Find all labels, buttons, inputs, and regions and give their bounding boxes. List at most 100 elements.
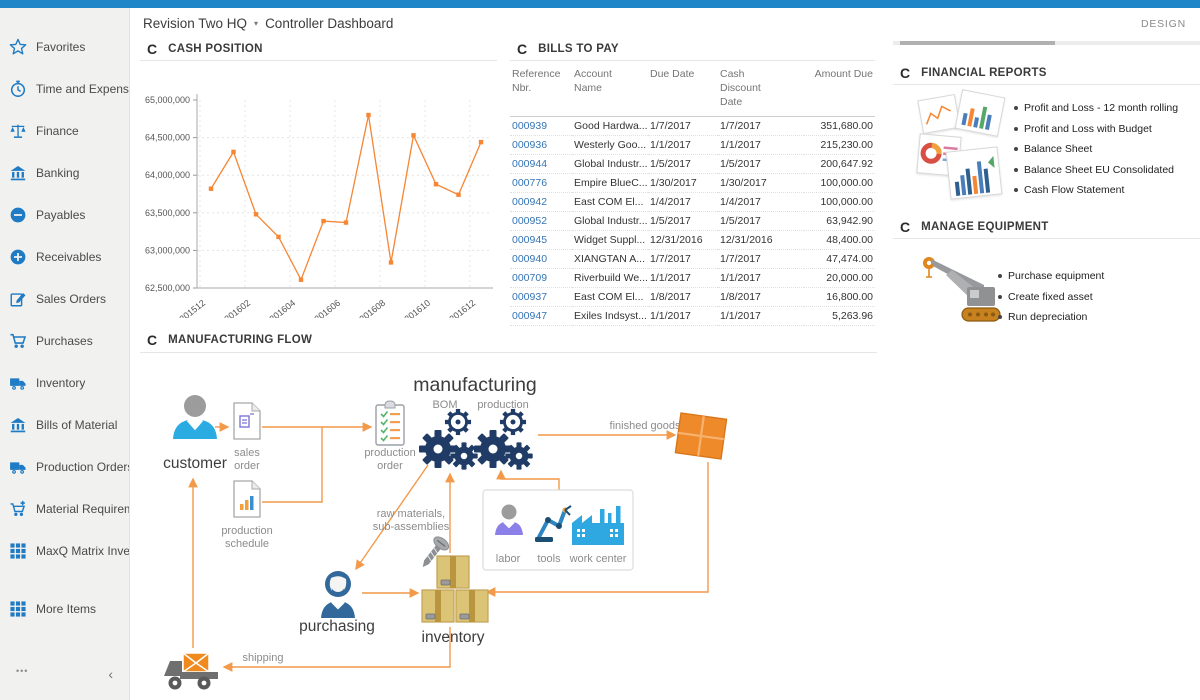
labor-icon: [495, 504, 523, 535]
production-schedule-icon: [233, 480, 261, 518]
report-link[interactable]: Cash Flow Statement: [1012, 184, 1197, 196]
manage-equipment-list: Purchase equipment Create fixed asset Ru…: [996, 270, 1186, 332]
breadcrumb: Revision Two HQ ▾ Controller Dashboard: [143, 16, 393, 31]
chevron-down-icon[interactable]: ▾: [254, 19, 259, 28]
sidebar-item-sales-orders[interactable]: Sales Orders: [0, 278, 129, 320]
reference-link[interactable]: 000952: [512, 214, 548, 227]
sidebar-item-label: Favorites: [36, 40, 86, 54]
sidebar-footer: ••• ‹: [0, 666, 129, 682]
sidebar-item-inventory[interactable]: Inventory: [0, 362, 129, 404]
reference-link[interactable]: 000937: [512, 290, 548, 303]
manufacturing-flow-diagram: customer sales order production schedule: [163, 374, 728, 690]
sidebar-item-label: Finance: [36, 124, 79, 138]
page-title: Controller Dashboard: [265, 16, 394, 31]
reference-link[interactable]: 000936: [512, 138, 548, 151]
reference-link[interactable]: 000942: [512, 195, 548, 208]
equipment-link[interactable]: Create fixed asset: [996, 291, 1186, 303]
reference-link[interactable]: 000945: [512, 233, 548, 246]
refresh-icon[interactable]: C: [900, 65, 911, 81]
panel-title: MANAGE EQUIPMENT: [921, 221, 1049, 233]
panel-title: FINANCIAL REPORTS: [921, 67, 1047, 79]
labor-label: labor: [496, 553, 521, 565]
sidebar-item-receivables[interactable]: Receivables: [0, 236, 129, 278]
reference-link[interactable]: 000939: [512, 119, 548, 132]
sales-order-label: sales: [234, 447, 260, 459]
svg-text:201608: 201608: [357, 298, 387, 318]
equipment-link[interactable]: Run depreciation: [996, 311, 1186, 323]
divider: [140, 60, 497, 61]
divider: [140, 352, 877, 353]
sidebar-item-material-requirements[interactable]: Material Requirem...: [0, 488, 129, 530]
horizontal-scrollbar[interactable]: [893, 41, 1200, 45]
report-link[interactable]: Profit and Loss with Budget: [1012, 123, 1197, 135]
production-schedule-label: production: [221, 525, 272, 537]
column-account-name[interactable]: Account Name: [572, 64, 648, 117]
top-accent-bar: [0, 0, 1200, 8]
scrollbar-thumb[interactable]: [900, 41, 1055, 45]
more-menu-icon[interactable]: •••: [16, 666, 29, 676]
sidebar-item-label: Inventory: [36, 376, 86, 390]
report-link[interactable]: Balance Sheet: [1012, 143, 1197, 155]
sidebar-item-label: Purchases: [36, 334, 93, 348]
column-due-date[interactable]: Due Date: [648, 64, 718, 117]
reference-link[interactable]: 000709: [512, 271, 548, 284]
refresh-icon[interactable]: C: [147, 41, 158, 57]
cart-icon: [9, 333, 26, 349]
table-row: 000936 Westerly Goo... 1/1/2017 1/1/2017 215…: [510, 135, 875, 155]
sidebar-item-purchases[interactable]: Purchases: [0, 320, 129, 362]
manage-equipment-panel-header: C MANAGE EQUIPMENT: [900, 218, 1049, 236]
table-row: 000709 Riverbuild We... 1/1/2017 1/1/2017 20…: [510, 268, 875, 288]
report-link[interactable]: Profit and Loss - 12 month rolling: [1012, 102, 1197, 114]
panel-title: MANUFACTURING FLOW: [168, 334, 313, 346]
customer-icon: [173, 395, 217, 439]
svg-text:201512: 201512: [177, 298, 207, 318]
table-row: 000937 East COM El... 1/8/2017 1/8/2017 16,8…: [510, 287, 875, 307]
purchasing-label: purchasing: [299, 618, 375, 635]
truck-icon: [10, 378, 26, 390]
sidebar-item-bills-of-material[interactable]: Bills of Material: [0, 404, 129, 446]
bom-gears-icon: [419, 407, 478, 470]
screw-icon: [422, 536, 450, 568]
equipment-link[interactable]: Purchase equipment: [996, 270, 1186, 282]
reference-link[interactable]: 000944: [512, 157, 548, 170]
svg-text:order: order: [234, 460, 260, 472]
cash-position-chart[interactable]: 65,000,000 64,500,000 64,000,000 63,500,000…: [145, 66, 497, 318]
sidebar-item-finance[interactable]: Finance: [0, 110, 129, 152]
sidebar-item-payables[interactable]: Payables: [0, 194, 129, 236]
refresh-icon[interactable]: C: [517, 41, 528, 57]
refresh-icon[interactable]: C: [147, 332, 158, 348]
reference-link[interactable]: 000776: [512, 176, 548, 189]
sidebar-item-production-orders[interactable]: Production Orders: [0, 446, 129, 488]
column-cash-discount-date[interactable]: Cash Discount Date: [718, 64, 804, 117]
sidebar-item-time-and-expenses[interactable]: Time and Expenses: [0, 68, 129, 110]
collapse-sidebar-icon[interactable]: ‹: [108, 666, 113, 682]
svg-text:63,000,000: 63,000,000: [145, 245, 190, 255]
sidebar: Favorites Time and Expenses Finance Bank…: [0, 8, 130, 700]
scales-icon: [10, 124, 26, 138]
sidebar-item-favorites[interactable]: Favorites: [0, 26, 129, 68]
svg-text:65,000,000: 65,000,000: [145, 95, 190, 105]
divider: [510, 60, 875, 61]
company-selector[interactable]: Revision Two HQ: [143, 16, 248, 31]
column-amount-due[interactable]: Amount Due: [804, 64, 875, 117]
work-center-label: work center: [569, 553, 627, 565]
bom-label: BOM: [432, 399, 457, 411]
finished-goods-box-icon: [674, 412, 728, 460]
sidebar-item-maxq-matrix[interactable]: MaxQ Matrix Invent...: [0, 530, 129, 572]
report-link[interactable]: Balance Sheet EU Consolidated: [1012, 164, 1197, 176]
bills-to-pay-table: Reference Nbr. Account Name Due Date Cash D…: [510, 64, 875, 326]
svg-text:201612: 201612: [447, 298, 477, 318]
resources-box: [482, 489, 634, 571]
reference-link[interactable]: 000940: [512, 252, 548, 265]
reference-link[interactable]: 000947: [512, 309, 548, 322]
sidebar-item-label: Material Requirem...: [36, 502, 129, 516]
sidebar-item-more-items[interactable]: More Items: [0, 588, 129, 630]
column-reference-nbr[interactable]: Reference Nbr.: [510, 64, 572, 117]
svg-text:201606: 201606: [312, 298, 342, 318]
design-button[interactable]: DESIGN: [1140, 18, 1186, 30]
sidebar-item-banking[interactable]: Banking: [0, 152, 129, 194]
refresh-icon[interactable]: C: [900, 219, 911, 235]
cart-plus-icon: [9, 500, 26, 517]
divider: [893, 238, 1200, 239]
